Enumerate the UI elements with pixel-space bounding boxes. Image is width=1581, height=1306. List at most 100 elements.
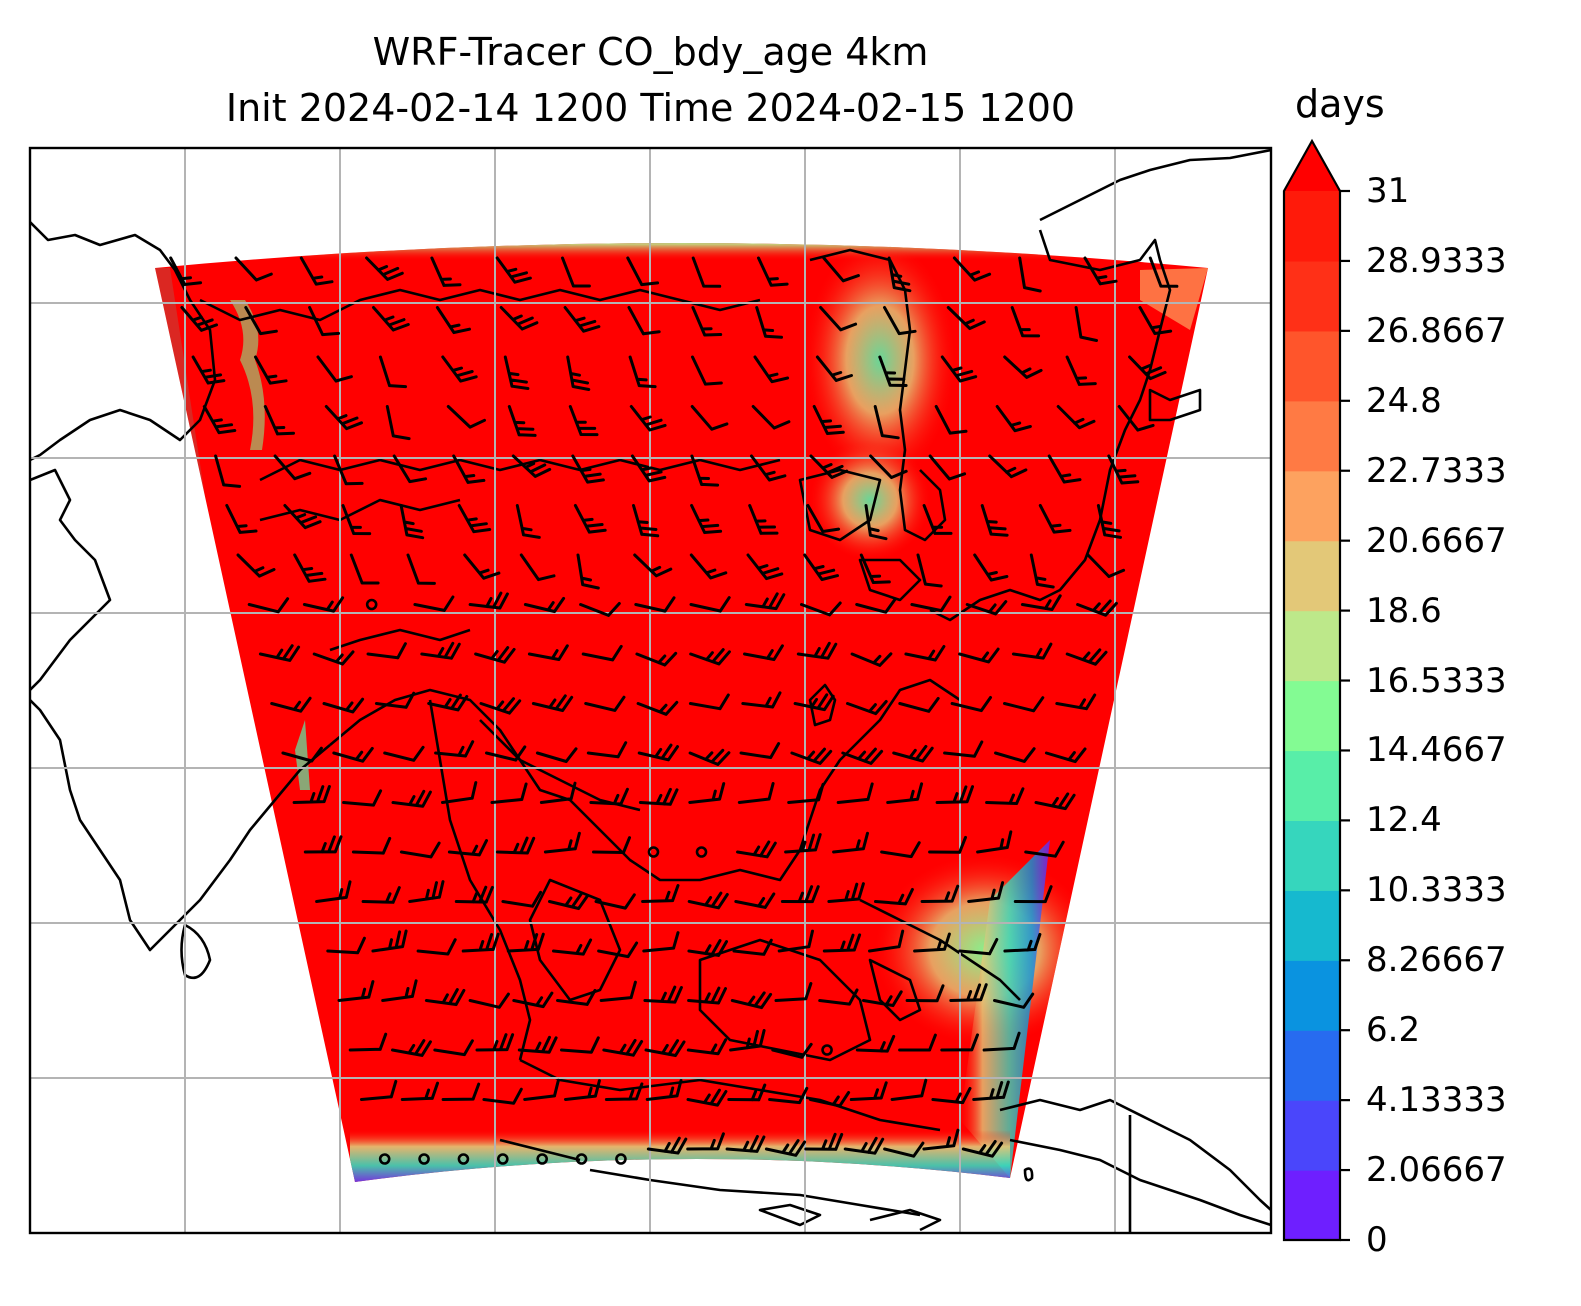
wind-barb <box>688 748 731 766</box>
wind-barb <box>846 700 888 716</box>
wind-barb <box>1044 747 1087 764</box>
wind-barb <box>435 306 471 334</box>
wind-barb <box>993 992 1035 1009</box>
wind-barb <box>732 938 773 956</box>
wind-barb <box>202 405 237 435</box>
colorbar-tick-label: 2.06667 <box>1366 1150 1507 1191</box>
wind-barb <box>1047 454 1082 484</box>
wind-barb <box>790 747 833 765</box>
wind-barb <box>949 983 988 1002</box>
wind-barb <box>333 454 364 486</box>
wind-barb <box>1117 405 1155 432</box>
wind-barb <box>292 785 331 804</box>
wind-barb <box>1003 932 1042 953</box>
colorbar-tick-label: 0 <box>1366 1220 1388 1260</box>
colorbar-band <box>1284 191 1340 262</box>
wind-barb <box>994 747 1036 763</box>
wind-barb <box>691 355 723 386</box>
wind-barb <box>822 933 862 953</box>
wind-barb <box>687 891 729 910</box>
wind-barb <box>281 746 323 763</box>
wind-barb <box>800 601 842 617</box>
wind-barb <box>771 1042 813 1059</box>
wind-barb <box>995 405 1032 433</box>
wind-barb <box>1065 648 1108 666</box>
wind-barb <box>348 1032 388 1052</box>
wind-barb <box>920 884 960 903</box>
colorbar-tick-label: 26.8667 <box>1366 310 1507 351</box>
colorbar-tick-label: 16.5333 <box>1366 660 1507 701</box>
wind-barb <box>729 1029 766 1052</box>
wind-barb <box>316 355 353 383</box>
wind-barb <box>430 256 462 287</box>
wind-barb <box>690 504 723 534</box>
calm-wind-marker <box>615 1153 627 1165</box>
wind-barb <box>561 256 591 288</box>
wind-barb <box>573 504 607 534</box>
wind-barb <box>637 743 679 762</box>
wind-barb <box>982 1031 1021 1052</box>
wind-barb <box>1034 792 1076 811</box>
wind-barb <box>751 405 791 430</box>
wind-barb <box>594 893 636 910</box>
wind-barb <box>371 929 408 953</box>
wind-barb <box>324 405 363 431</box>
wind-barb <box>883 306 917 336</box>
wind-barb <box>584 695 626 712</box>
wind-barb <box>517 1035 558 1054</box>
colorbar-ticks <box>1340 189 1350 1242</box>
wind-barb <box>441 781 478 804</box>
wind-barb <box>566 355 591 391</box>
wind-barb <box>965 600 1008 616</box>
wind-barb <box>796 641 838 660</box>
colorbar-band <box>1284 260 1340 332</box>
wind-barb <box>556 988 597 1006</box>
wind-barb <box>744 592 786 611</box>
wind-barb <box>495 836 536 855</box>
wind-barb <box>244 306 278 336</box>
wind-barb <box>972 1080 1010 1101</box>
wind-barb <box>360 1079 398 1101</box>
wind-barb <box>474 646 516 664</box>
wind-barb <box>1065 355 1097 386</box>
colorbar-tick-label: 6.2 <box>1366 1010 1421 1051</box>
wind-barb <box>641 884 680 903</box>
wind-barb <box>636 700 679 716</box>
wind-barb <box>883 1141 925 1158</box>
wind-barb <box>757 256 789 287</box>
wind-barb <box>880 841 921 859</box>
wind-barb <box>988 454 1028 479</box>
wind-barb <box>599 980 637 1002</box>
calm-wind-marker <box>647 846 660 858</box>
colorbar-unit-label: days <box>1295 82 1385 126</box>
wind-barb <box>928 454 967 481</box>
wind-barb <box>784 833 822 854</box>
wind-barb <box>519 553 556 582</box>
wind-barbs <box>169 256 1179 1165</box>
wind-barb <box>1086 553 1126 578</box>
wind-barb <box>482 1087 523 1105</box>
wind-barb <box>922 504 953 535</box>
wind-barb <box>690 405 729 431</box>
wind-barb <box>586 741 628 759</box>
wind-barb <box>515 504 541 539</box>
wind-barb <box>635 651 678 667</box>
wind-barb <box>827 882 865 903</box>
colorbar-band <box>1284 540 1340 612</box>
wind-barb <box>958 647 1000 664</box>
wind-barb <box>913 932 951 953</box>
wind-barb <box>687 986 727 1005</box>
colorbar-tick-label: 12.4 <box>1366 800 1442 841</box>
wind-barb <box>564 1079 601 1101</box>
wind-barb <box>1096 504 1122 539</box>
wind-barb <box>687 939 728 957</box>
wind-barb <box>812 405 845 435</box>
calm-wind-marker <box>497 1153 509 1165</box>
wind-barb <box>254 355 288 385</box>
wind-barb <box>332 746 374 763</box>
colorbar-tick-label: 4.13333 <box>1366 1080 1507 1121</box>
wind-barb <box>602 1038 644 1057</box>
wind-barb <box>916 553 943 588</box>
wind-barb <box>841 747 884 765</box>
